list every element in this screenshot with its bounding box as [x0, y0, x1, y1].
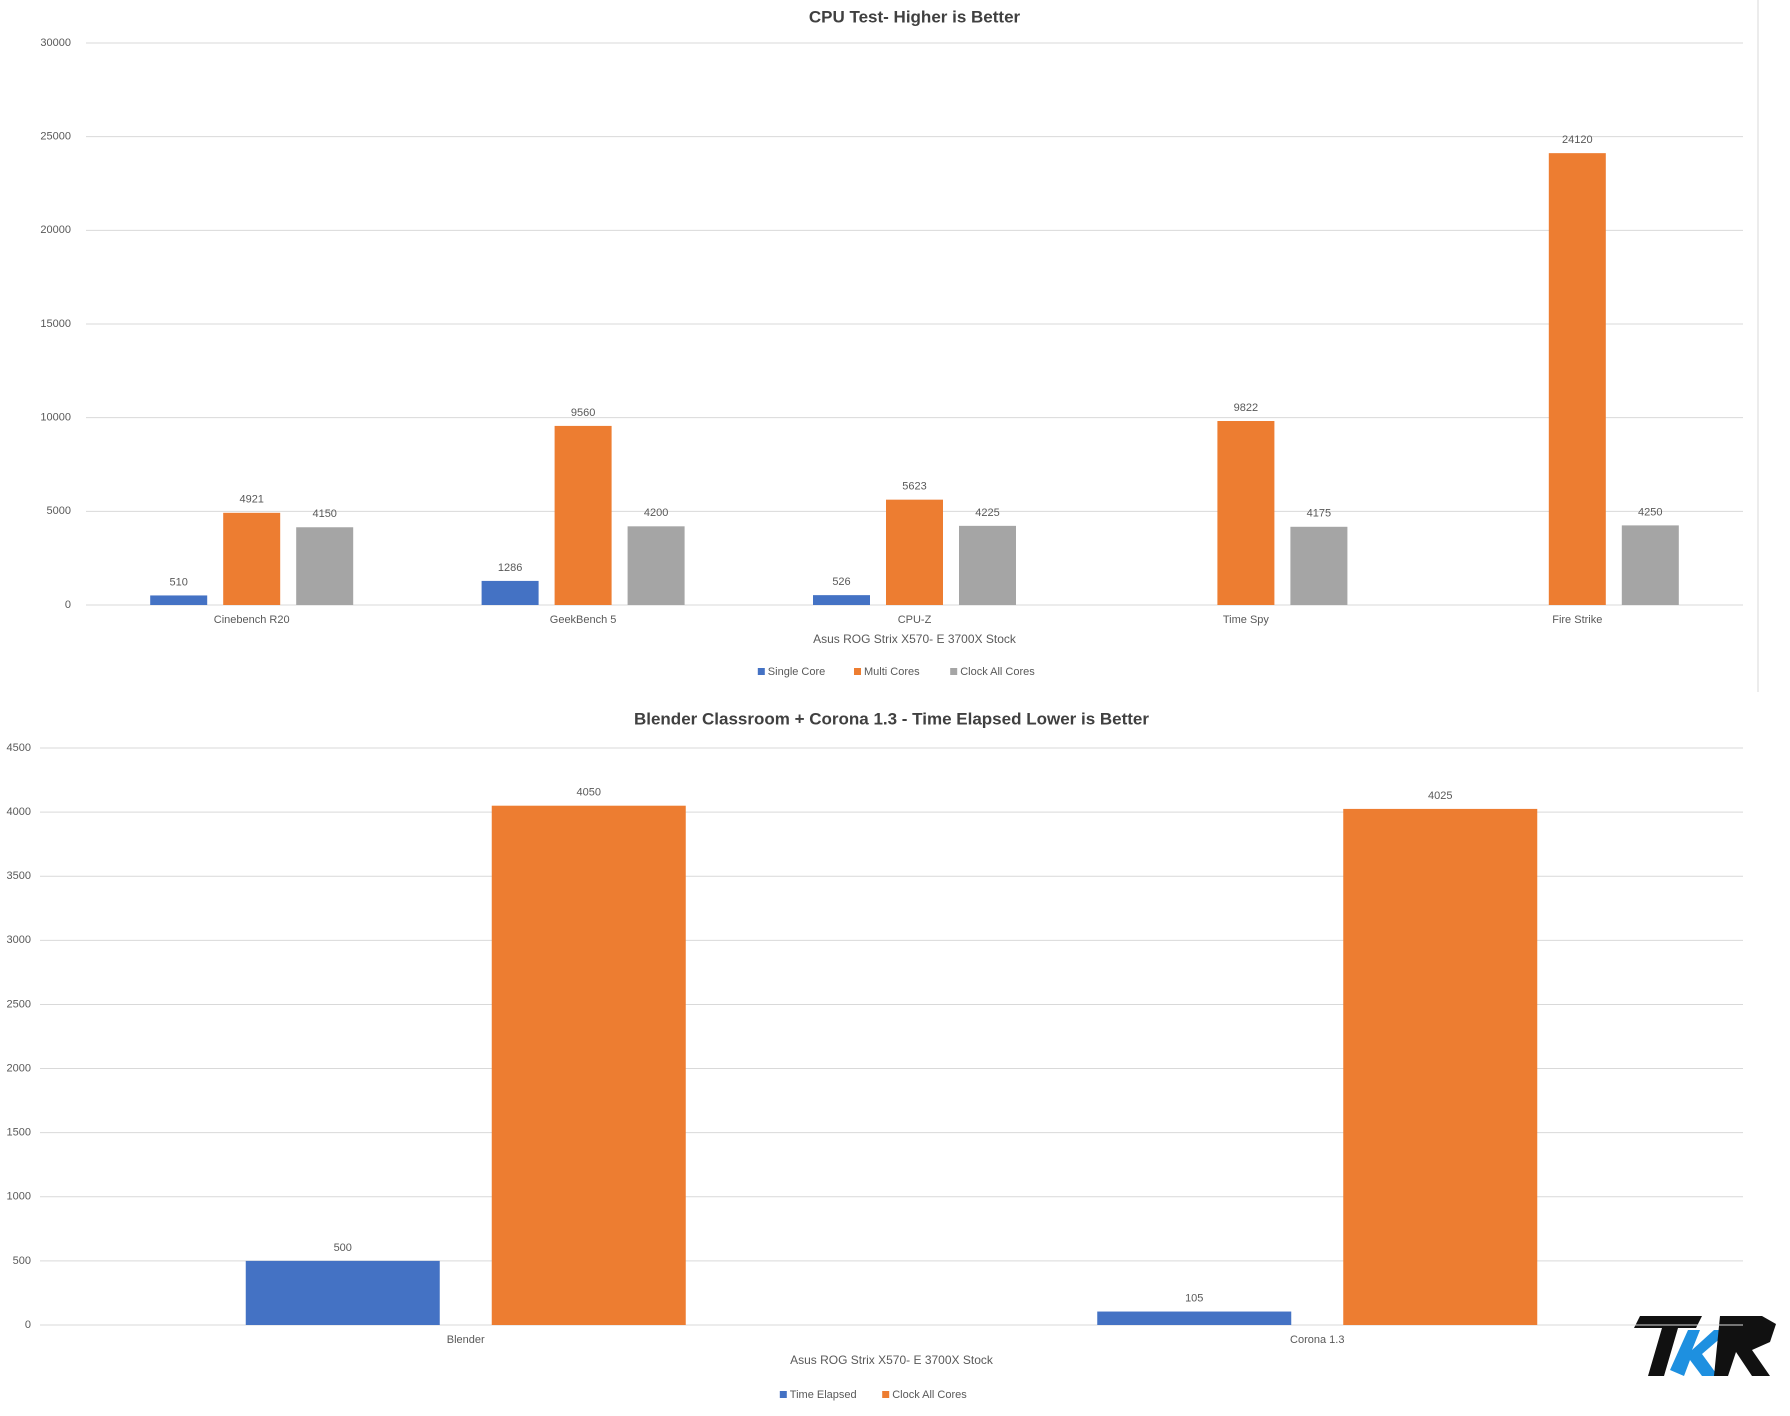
- y-tick-label: 500: [13, 1255, 31, 1267]
- logo-r: [1714, 1316, 1776, 1376]
- data-label: 4150: [312, 508, 336, 520]
- bar: [223, 512, 281, 605]
- chart-title: Blender Classroom + Corona 1.3 - Time El…: [634, 709, 1149, 728]
- bar: [959, 525, 1016, 605]
- y-tick-label: 30000: [40, 37, 71, 49]
- y-tick-label: 10000: [40, 412, 71, 424]
- bar: [1343, 808, 1538, 1325]
- data-label: 24120: [1562, 134, 1593, 146]
- logo-t: [1634, 1316, 1702, 1376]
- bar: [1548, 153, 1606, 606]
- logo-k: [1670, 1330, 1730, 1376]
- y-tick-label: 4000: [7, 806, 31, 818]
- bar: [1621, 525, 1679, 605]
- legend-swatch: [757, 668, 765, 675]
- y-tick-label: 0: [25, 1319, 31, 1331]
- x-tick-label: CPU-Z: [898, 614, 932, 626]
- y-tick-label: 5000: [47, 505, 71, 517]
- data-label: 510: [170, 576, 188, 588]
- y-tick-label: 25000: [40, 131, 71, 143]
- data-label: 4050: [577, 787, 601, 799]
- bar: [150, 595, 208, 605]
- data-label: 4921: [239, 494, 263, 506]
- chart-title: CPU Test- Higher is Better: [809, 7, 1021, 26]
- legend-label: Multi Cores: [864, 666, 920, 678]
- legend-swatch: [950, 668, 958, 675]
- x-axis-title: Asus ROG Strix X570- E 3700X Stock: [813, 632, 1017, 646]
- y-tick-label: 3500: [7, 870, 31, 882]
- x-tick-label: Cinebench R20: [214, 614, 290, 626]
- data-label: 4025: [1428, 790, 1452, 802]
- bar: [627, 526, 685, 605]
- x-tick-label: Blender: [447, 1334, 485, 1346]
- bar: [491, 805, 686, 1325]
- legend-label: Single Core: [768, 666, 825, 678]
- y-tick-label: 1000: [7, 1191, 31, 1203]
- legend-swatch: [854, 668, 861, 675]
- bar: [296, 527, 354, 605]
- y-tick-label: 3000: [7, 934, 31, 946]
- x-tick-label: GeekBench 5: [550, 614, 617, 626]
- data-label: 105: [1185, 1292, 1203, 1304]
- bar: [1097, 1311, 1292, 1325]
- bar: [813, 595, 870, 605]
- data-label: 9822: [1234, 402, 1258, 414]
- data-label: 500: [334, 1242, 352, 1254]
- x-axis-title: Asus ROG Strix X570- E 3700X Stock: [790, 1353, 994, 1367]
- data-label: 4200: [644, 507, 668, 519]
- x-tick-label: Corona 1.3: [1290, 1334, 1344, 1346]
- y-tick-label: 4500: [7, 742, 31, 754]
- bar: [1290, 526, 1348, 605]
- bar: [245, 1260, 440, 1325]
- legend-swatch: [779, 1391, 787, 1398]
- legend-label: Clock All Cores: [960, 666, 1035, 678]
- x-tick-label: Fire Strike: [1552, 614, 1602, 626]
- data-label: 4250: [1638, 506, 1662, 518]
- bar: [1217, 421, 1275, 605]
- data-label: 1286: [498, 562, 522, 574]
- bar: [481, 580, 539, 605]
- y-tick-label: 20000: [40, 224, 71, 236]
- bar: [886, 499, 943, 605]
- y-tick-label: 1500: [7, 1127, 31, 1139]
- data-label: 9560: [571, 407, 595, 419]
- y-tick-label: 2000: [7, 1062, 31, 1074]
- data-label: 4175: [1307, 508, 1331, 520]
- y-tick-label: 2500: [7, 998, 31, 1010]
- logo: [1634, 1316, 1776, 1376]
- y-tick-label: 0: [65, 599, 71, 611]
- legend-label: Time Elapsed: [790, 1389, 857, 1401]
- data-label: 4225: [975, 507, 999, 519]
- data-label: 5623: [902, 481, 926, 493]
- data-label: 526: [832, 576, 850, 588]
- x-tick-label: Time Spy: [1223, 614, 1270, 626]
- legend-swatch: [882, 1391, 890, 1398]
- y-tick-label: 15000: [40, 318, 71, 330]
- bar: [554, 425, 612, 605]
- legend-label: Clock All Cores: [892, 1389, 967, 1401]
